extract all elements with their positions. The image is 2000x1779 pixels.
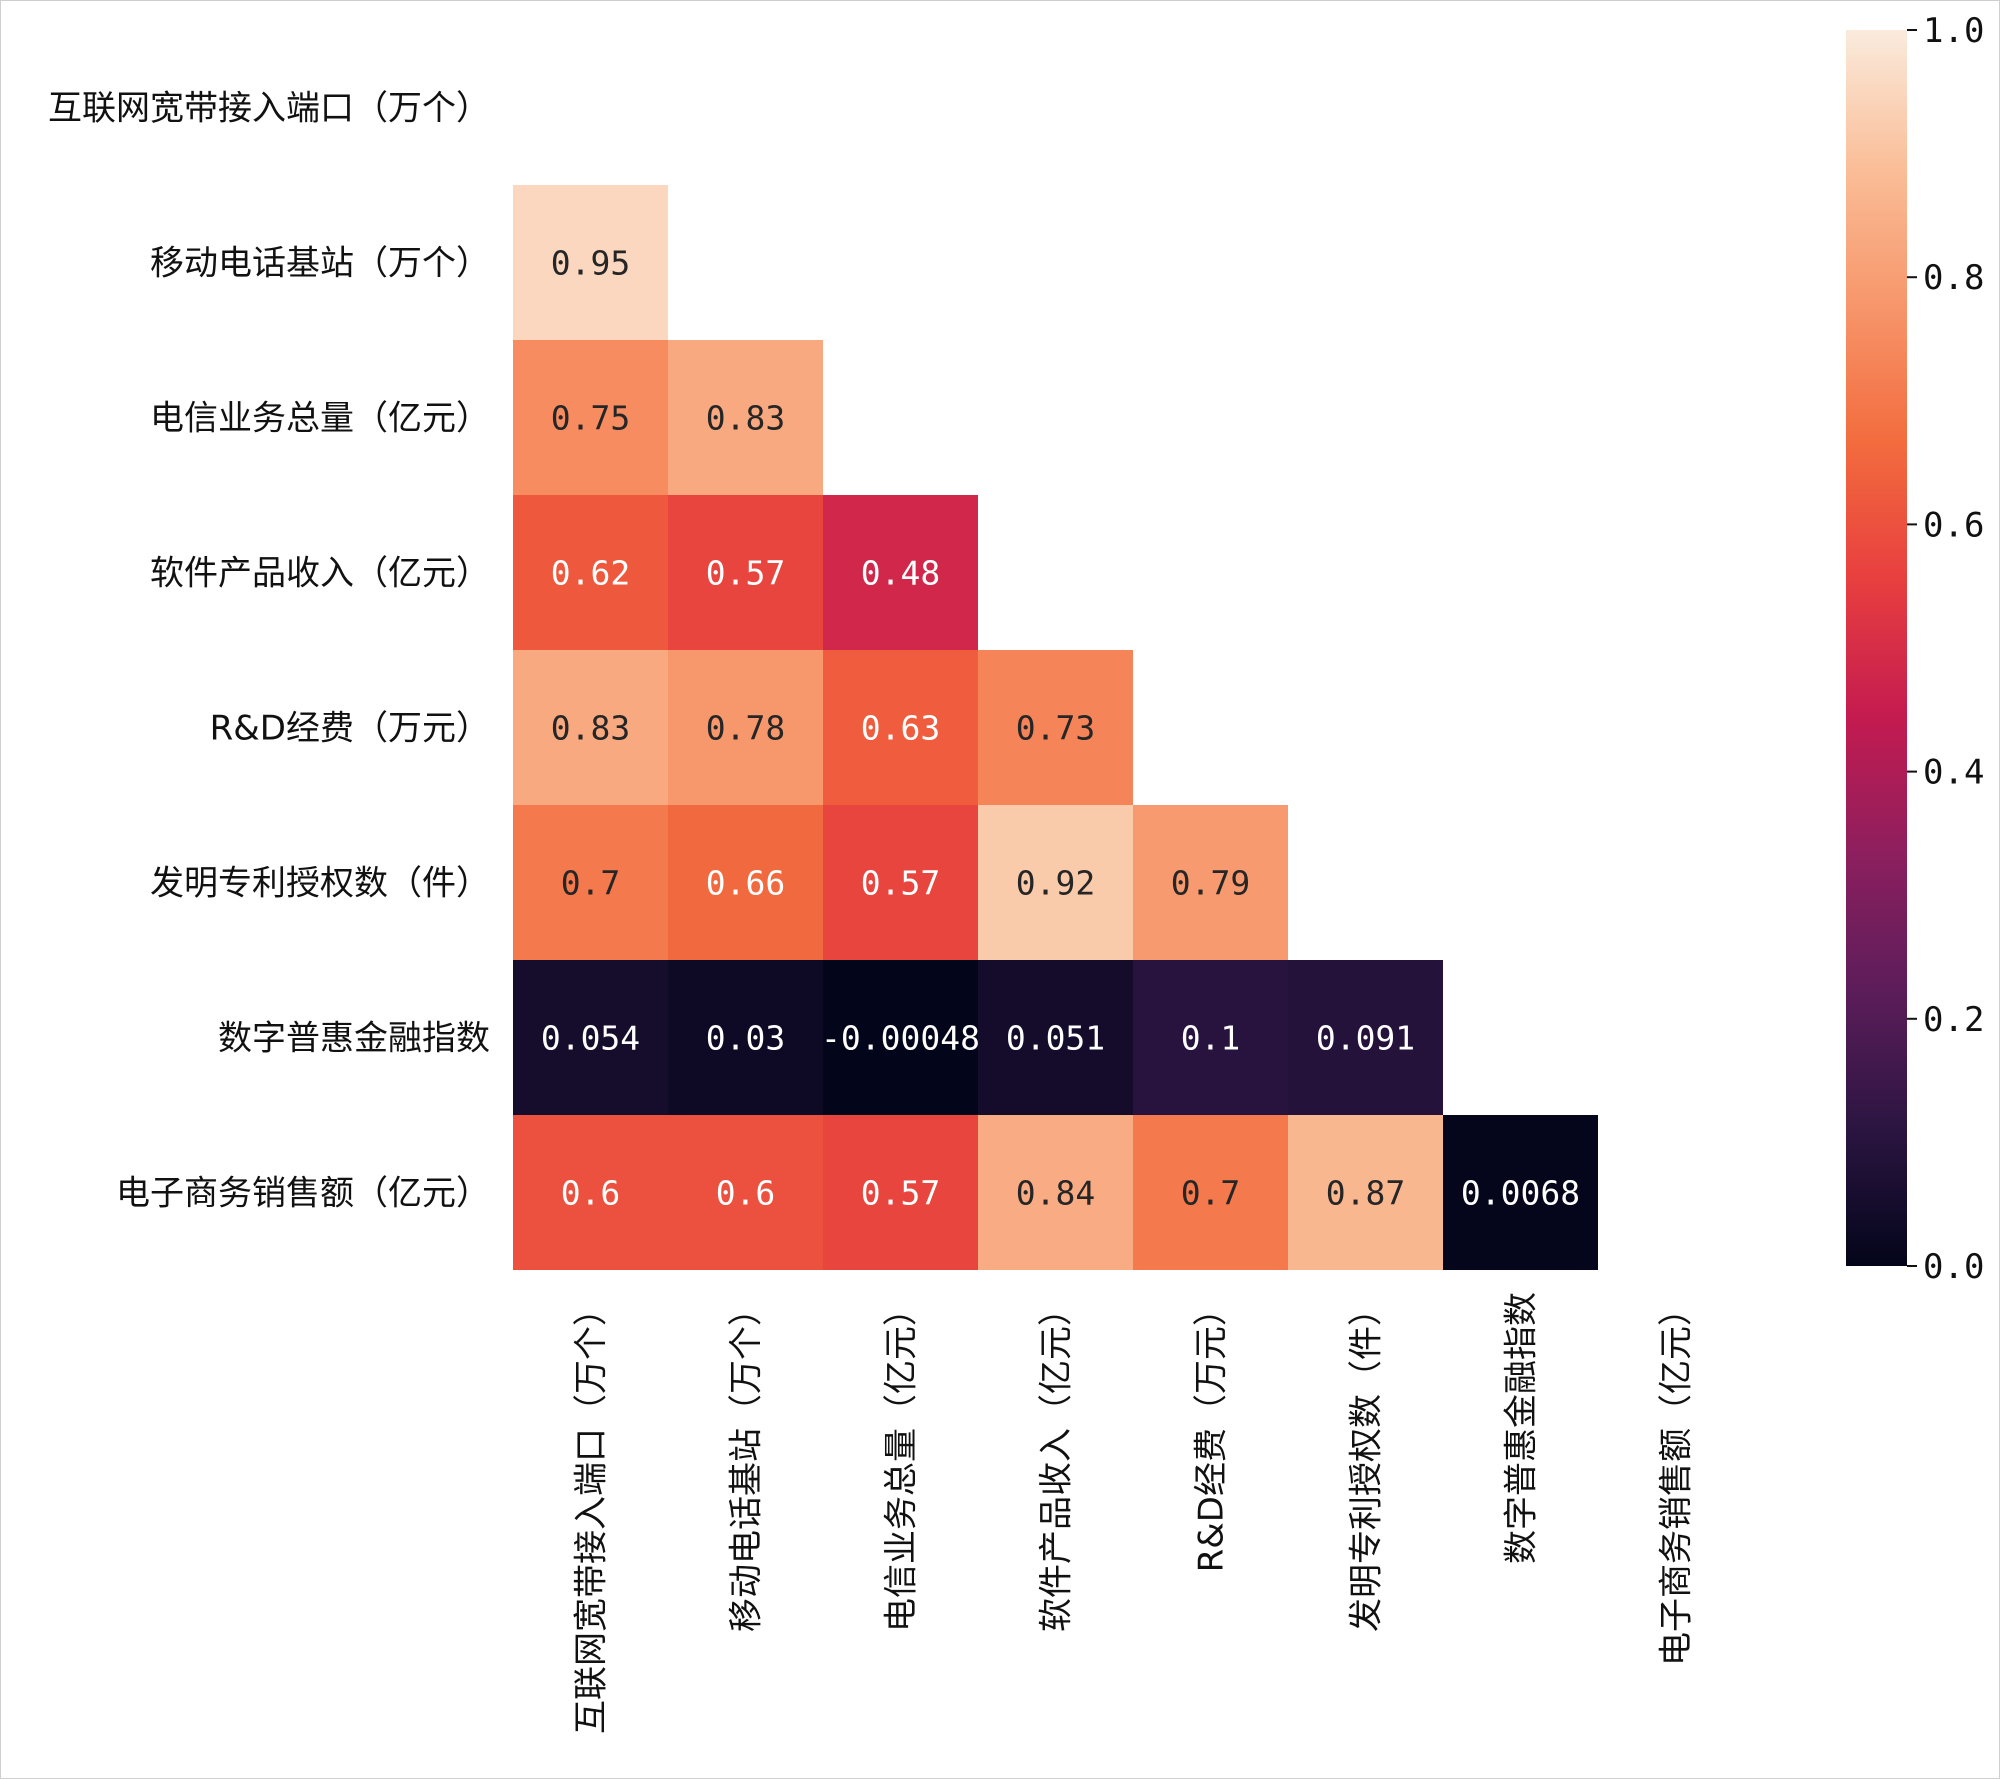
cell-annotation: 0.79 — [1171, 864, 1250, 903]
heatmap-cell — [978, 650, 1133, 805]
cell-annotation: 0.054 — [541, 1019, 640, 1058]
cell-annotation: 0.87 — [1326, 1174, 1405, 1213]
heatmap-cell — [513, 495, 668, 650]
heatmap-cell — [1133, 960, 1288, 1115]
cell-annotation: 0.63 — [861, 709, 940, 748]
cell-annotation: 0.48 — [861, 554, 940, 593]
y-tick-label: 移动电话基站（万个） — [150, 244, 490, 284]
colorbar-tick-label: 0.6 — [1923, 505, 1984, 545]
heatmap-cell — [668, 1115, 823, 1270]
heatmap-cell — [668, 495, 823, 650]
cell-annotation: 0.03 — [706, 1019, 785, 1058]
cell-annotation: 0.051 — [1006, 1019, 1105, 1058]
heatmap-cell — [978, 1115, 1133, 1270]
x-tick-label: R&D经费（万元） — [1192, 1292, 1232, 1572]
colorbar-tick-label: 0.8 — [1923, 258, 1984, 298]
heatmap-cell — [513, 650, 668, 805]
heatmap-cell — [513, 960, 668, 1115]
heatmap-cell — [1133, 805, 1288, 960]
y-tick-label: 软件产品收入（亿元） — [150, 554, 490, 594]
cell-annotation: 0.0068 — [1461, 1174, 1580, 1213]
cell-annotation: 0.7 — [1181, 1174, 1241, 1213]
cell-annotation: 0.6 — [561, 1174, 621, 1213]
x-tick-label: 电信业务总量（亿元） — [882, 1292, 922, 1632]
cell-annotation: 0.57 — [861, 864, 940, 903]
x-tick-label: 数字普惠金融指数 — [1502, 1292, 1542, 1564]
y-tick-label: 电信业务总量（亿元） — [150, 399, 490, 439]
heatmap-cell — [1288, 960, 1443, 1115]
colorbar-tick-label: 0.0 — [1923, 1247, 1984, 1287]
cell-annotation: 0.6 — [716, 1174, 776, 1213]
cell-annotation: 0.95 — [551, 244, 630, 283]
heatmap-cell — [978, 960, 1133, 1115]
x-tick-label: 软件产品收入（亿元） — [1037, 1292, 1077, 1632]
y-tick-labels: 互联网宽带接入端口（万个） 移动电话基站（万个） 电信业务总量（亿元） 软件产品收入（… — [48, 89, 490, 1214]
cell-annotation: 0.73 — [1016, 709, 1095, 748]
cell-annotation: 0.7 — [561, 864, 621, 903]
y-tick-label: 电子商务销售额（亿元） — [116, 1174, 490, 1214]
y-tick-label: 发明专利授权数（件） — [150, 864, 490, 904]
colorbar-tick-label: 1.0 — [1923, 11, 1984, 51]
cell-annotation: 0.83 — [551, 709, 630, 748]
heatmap-cell — [513, 185, 668, 340]
heatmap-cell — [668, 650, 823, 805]
x-tick-label: 发明专利授权数（件） — [1347, 1292, 1387, 1632]
cell-annotation: 0.62 — [551, 554, 630, 593]
heatmap-cell — [1443, 1115, 1598, 1270]
heatmap-cell — [513, 805, 668, 960]
y-tick-label: 互联网宽带接入端口（万个） — [48, 89, 490, 129]
cell-annotation: 0.92 — [1016, 864, 1095, 903]
heatmap-cell — [1288, 1115, 1443, 1270]
cell-annotation: 0.83 — [706, 399, 785, 438]
heatmap-cell — [823, 495, 978, 650]
y-tick-label: R&D经费（万元） — [210, 709, 490, 749]
x-tick-labels: 互联网宽带接入端口（万个） 移动电话基站（万个） 电信业务总量（亿元） 软件产品收入（… — [572, 1292, 1697, 1734]
colorbar-tick-label: 0.4 — [1923, 753, 1984, 793]
heatmap-cell — [513, 1115, 668, 1270]
cell-annotation: 0.75 — [551, 399, 630, 438]
heatmap-cell — [823, 805, 978, 960]
colorbar-tick-label: 0.2 — [1923, 1000, 1984, 1040]
x-tick-label: 移动电话基站（万个） — [727, 1292, 767, 1632]
heatmap-cell — [1133, 1115, 1288, 1270]
cell-annotation: 0.84 — [1016, 1174, 1095, 1213]
heatmap-cell — [823, 1115, 978, 1270]
heatmap-cell — [668, 340, 823, 495]
cell-annotation: 0.66 — [706, 864, 785, 903]
cell-annotation: 0.57 — [861, 1174, 940, 1213]
cell-annotation: 0.78 — [706, 709, 785, 748]
colorbar: 0.0 0.2 0.4 0.6 0.8 1.0 — [1846, 11, 1984, 1287]
heatmap-cells: 0.95 0.75 0.83 0.62 0.57 0.48 0.83 0.78 0.63 0.73… — [513, 185, 1598, 1270]
colorbar-gradient — [1846, 30, 1907, 1266]
cell-annotation: 0.57 — [706, 554, 785, 593]
heatmap-cell — [823, 650, 978, 805]
cell-annotation: 0.091 — [1316, 1019, 1415, 1058]
heatmap-cell — [823, 960, 978, 1115]
heatmap-cell — [513, 340, 668, 495]
heatmap-cell — [668, 805, 823, 960]
y-tick-label: 数字普惠金融指数 — [218, 1019, 490, 1059]
x-tick-label: 互联网宽带接入端口（万个） — [572, 1292, 612, 1734]
cell-annotation: 0.1 — [1181, 1019, 1241, 1058]
heatmap-cell — [978, 805, 1133, 960]
x-tick-label: 电子商务销售额（亿元） — [1657, 1292, 1697, 1666]
cell-annotation: -0.00048 — [821, 1019, 980, 1058]
heatmap-cell — [668, 960, 823, 1115]
